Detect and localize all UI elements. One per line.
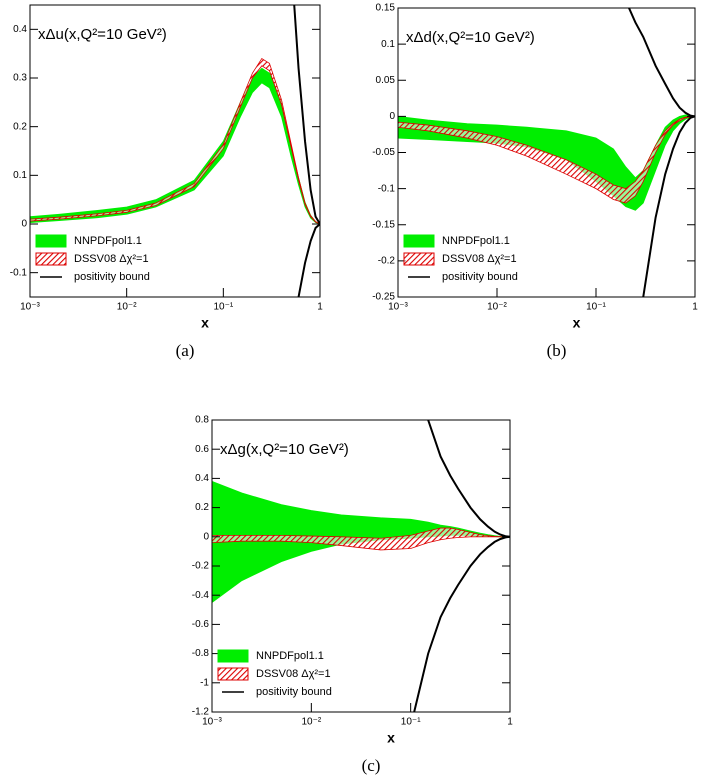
- y-tick-label: 0.15: [376, 3, 396, 14]
- legend-label: DSSV08 Δχ²=1: [256, 668, 331, 680]
- x-tick-label: 10⁻¹: [213, 302, 233, 313]
- bound-line: [413, 535, 510, 712]
- y-tick-label: 0.05: [376, 75, 396, 86]
- legend-label: NNPDFpol1.1: [442, 235, 510, 247]
- x-tick-label: 1: [507, 717, 513, 728]
- x-tick-label: 10⁻²: [301, 717, 321, 728]
- y-tick-label: 0: [389, 111, 395, 122]
- legend-swatch: [35, 234, 67, 248]
- x-tick-label: 10⁻³: [20, 302, 40, 313]
- bound-line: [427, 420, 510, 538]
- y-tick-label: -0.25: [372, 292, 395, 303]
- y-tick-label: 0: [203, 531, 209, 542]
- y-tick-label: -0.6: [192, 619, 210, 630]
- y-tick-label: 0.4: [13, 24, 27, 35]
- plot-area: [212, 420, 510, 712]
- x-axis-label: x: [573, 315, 581, 331]
- bound-line: [627, 8, 695, 118]
- chart-title: xΔd(x,Q²=10 GeV²): [406, 29, 535, 46]
- y-tick-label: -0.8: [192, 648, 210, 659]
- uncertainty-band: [30, 57, 320, 225]
- caption: (a): [176, 341, 195, 360]
- legend-swatch: [403, 234, 435, 248]
- y-tick-label: 0.1: [13, 170, 27, 181]
- y-tick-label: -0.05: [372, 147, 395, 158]
- plot-area: [30, 5, 320, 297]
- chart-title: xΔu(x,Q²=10 GeV²): [38, 26, 167, 43]
- x-axis-label: x: [201, 315, 209, 331]
- legend-swatch: [217, 649, 249, 663]
- y-tick-label: 0.2: [195, 502, 209, 513]
- caption: (c): [362, 756, 381, 775]
- x-tick-label: 10⁻³: [388, 302, 408, 313]
- legend-label: DSSV08 Δχ²=1: [74, 253, 149, 265]
- y-tick-label: 0.8: [195, 415, 209, 426]
- legend-label: NNPDFpol1.1: [256, 650, 324, 662]
- x-tick-label: 10⁻²: [117, 302, 137, 313]
- y-tick-label: -0.2: [192, 561, 210, 572]
- legend-swatch: [403, 252, 435, 266]
- legend-swatch: [35, 252, 67, 266]
- x-tick-label: 1: [692, 302, 698, 313]
- x-tick-label: 10⁻³: [202, 717, 222, 728]
- plot-frame: [29, 4, 321, 298]
- y-tick-label: -0.4: [192, 590, 210, 601]
- x-tick-label: 10⁻¹: [401, 717, 421, 728]
- legend-label: positivity bound: [442, 271, 518, 283]
- y-tick-label: -1.2: [192, 707, 210, 718]
- plot-area: [398, 8, 695, 297]
- bound-line: [293, 5, 320, 225]
- y-tick-label: -0.1: [10, 267, 28, 278]
- y-tick-label: -0.2: [378, 256, 396, 267]
- legend-swatch: [217, 667, 249, 681]
- x-axis-label: x: [387, 730, 395, 746]
- x-tick-label: 1: [317, 302, 323, 313]
- y-tick-label: -0.1: [378, 183, 396, 194]
- y-tick-label: 0.2: [13, 121, 27, 132]
- y-tick-label: 0.4: [195, 473, 209, 484]
- legend-label: positivity bound: [256, 686, 332, 698]
- y-tick-label: 0.3: [13, 73, 27, 84]
- x-tick-label: 10⁻¹: [586, 302, 606, 313]
- legend-label: DSSV08 Δχ²=1: [442, 253, 517, 265]
- caption: (b): [547, 341, 567, 360]
- bound-line: [297, 223, 320, 297]
- y-tick-label: 0.1: [381, 39, 395, 50]
- y-tick-label: -0.15: [372, 219, 395, 230]
- y-tick-label: -1: [200, 677, 209, 688]
- y-tick-label: 0.6: [195, 444, 209, 455]
- chart-title: xΔg(x,Q²=10 GeV²): [220, 441, 349, 458]
- bound-line: [642, 115, 695, 297]
- legend-label: positivity bound: [74, 271, 150, 283]
- x-tick-label: 10⁻²: [487, 302, 507, 313]
- y-tick-label: 0: [21, 219, 27, 230]
- legend-label: NNPDFpol1.1: [74, 235, 142, 247]
